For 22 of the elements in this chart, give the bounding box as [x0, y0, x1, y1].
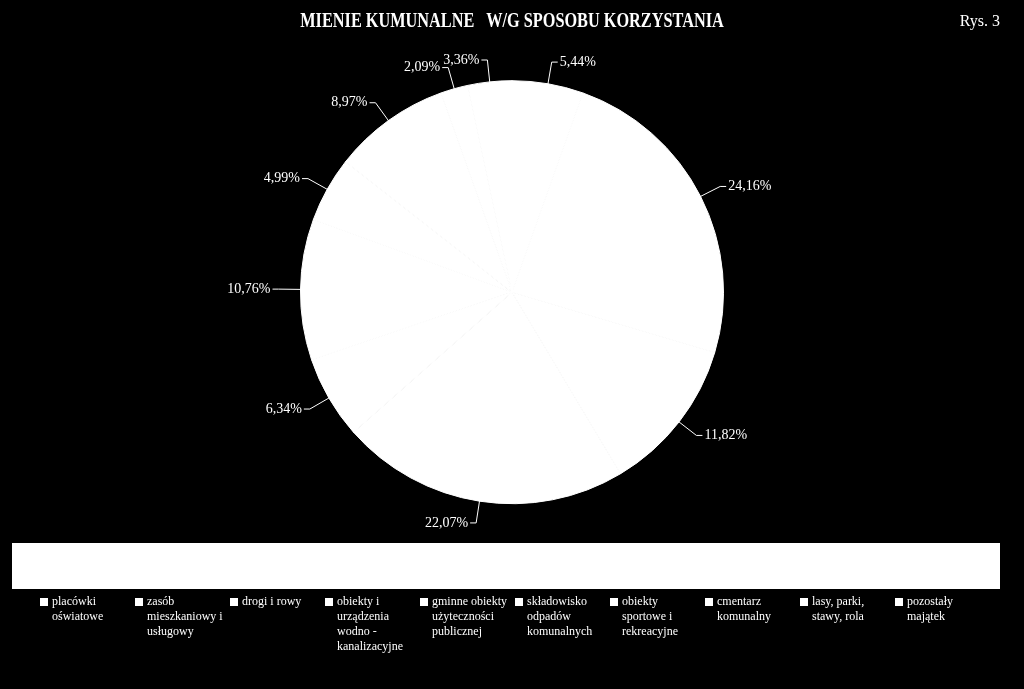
legend-label: lasy, parki, stawy, rola [812, 594, 866, 624]
legend-label: placówki oświatowe [52, 594, 105, 624]
chart-title: MIENIE KUMUNALNE W/G SPOSOBU KORZYSTANIA [300, 7, 724, 32]
legend-label: zasób mieszkaniowy i usługowy [147, 594, 224, 639]
data-label: 6,34% [265, 400, 303, 416]
data-label: 10,76% [227, 280, 271, 296]
legend-label: pozostały majątek [907, 594, 954, 624]
text: Rys. 3 [959, 12, 1000, 30]
legend-label: drogi i rowy [242, 594, 303, 609]
data-label: 3,36% [443, 51, 480, 67]
legend-label: składowisko odpadów komunalnych [527, 594, 594, 639]
data-label: 4,99% [263, 170, 301, 186]
data-label: 2,09% [404, 59, 441, 75]
data-label: 8,97% [331, 94, 368, 110]
legend-label: gminne obiekty użyteczności publicznej [432, 594, 508, 639]
legend-label: obiekty sportowe i rekreacyjne [622, 594, 679, 639]
data-label: 22,07% [424, 514, 469, 530]
legend-label: cmentarz komunalny [717, 594, 772, 624]
data-label: 24,16% [728, 178, 772, 194]
legend-label: obiekty i urządzenia wodno - kanalizacyjne [337, 594, 404, 654]
data-label: 5,44% [559, 53, 597, 69]
data-label: 11,82% [704, 427, 748, 443]
